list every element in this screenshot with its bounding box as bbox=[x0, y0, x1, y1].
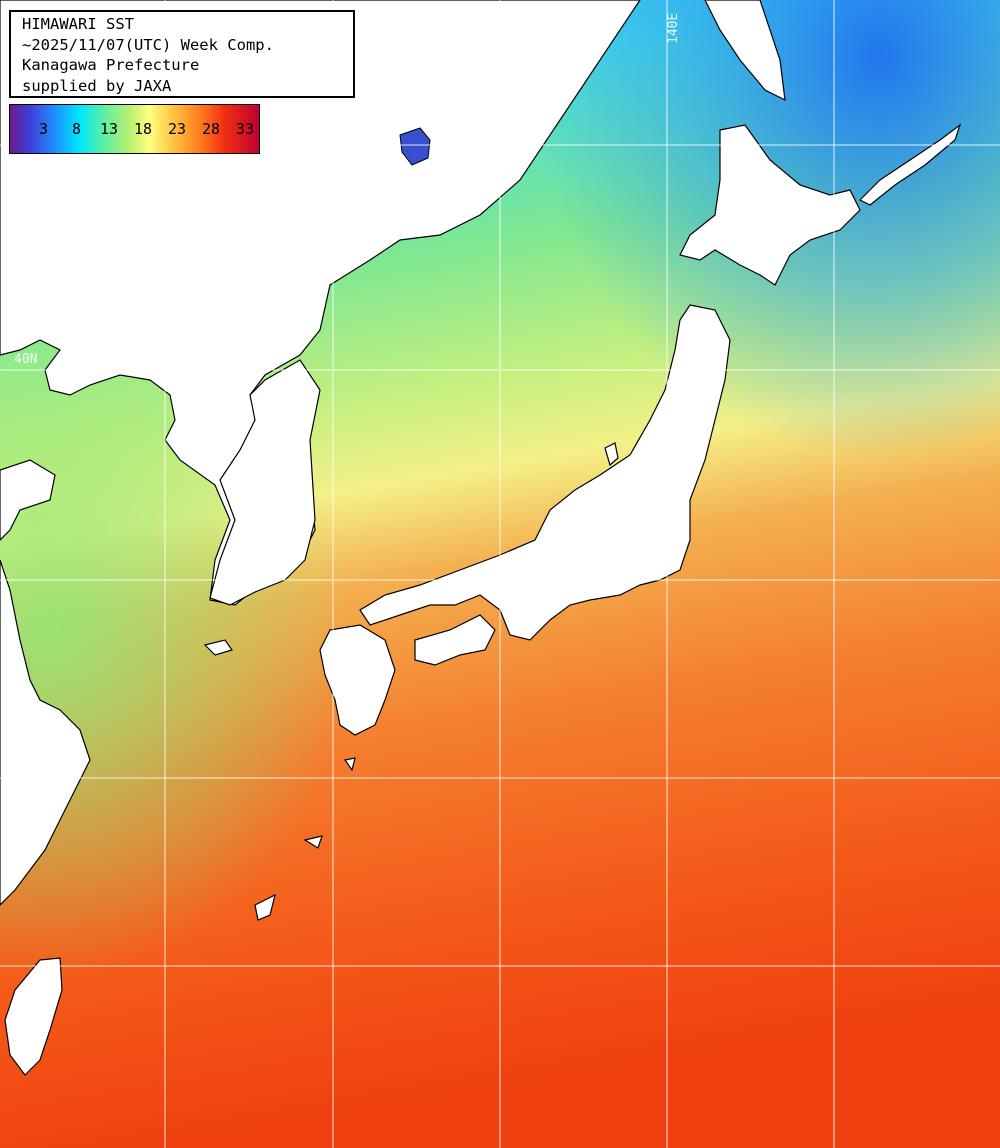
ryukyu-island-1 bbox=[303, 835, 323, 849]
temperature-color-legend: 3 8 13 18 23 28 33 bbox=[9, 104, 260, 154]
korean-peninsula bbox=[209, 359, 321, 606]
title-line-2: ~2025/11/07(UTC) Week Comp. bbox=[22, 35, 274, 54]
china-south-coast bbox=[0, 559, 91, 906]
legend-tick-28: 28 bbox=[202, 120, 221, 138]
title-line-3: Kanagawa Prefecture bbox=[22, 56, 200, 74]
legend-tick-8: 8 bbox=[72, 120, 82, 138]
legend-tick-18: 18 bbox=[134, 120, 153, 138]
title-line-1: HIMAWARI SST bbox=[22, 15, 134, 33]
lake-khanka bbox=[399, 127, 431, 166]
legend-tick-23: 23 bbox=[168, 120, 187, 138]
sado-island bbox=[604, 442, 619, 467]
legend-tick-33: 33 bbox=[236, 120, 255, 138]
kyushu bbox=[319, 624, 396, 736]
ryukyu-island-2 bbox=[254, 893, 276, 921]
ryukyu-island-3 bbox=[343, 757, 356, 772]
longitude-label-140e: 140E bbox=[666, 12, 681, 44]
legend-tick-13: 13 bbox=[100, 120, 119, 138]
jeju-island bbox=[203, 639, 233, 656]
latitude-label-40n: 40N bbox=[14, 352, 38, 367]
taiwan bbox=[4, 957, 63, 1076]
hokkaido bbox=[679, 124, 861, 286]
shikoku bbox=[414, 614, 496, 666]
honshu bbox=[359, 304, 731, 641]
sakhalin bbox=[704, 0, 786, 102]
china-coast bbox=[0, 459, 56, 541]
title-line-4: supplied by JAXA bbox=[22, 76, 172, 95]
legend-tick-3: 3 bbox=[39, 120, 49, 138]
title-box: HIMAWARI SST ~2025/11/07(UTC) Week Comp.… bbox=[9, 10, 355, 98]
